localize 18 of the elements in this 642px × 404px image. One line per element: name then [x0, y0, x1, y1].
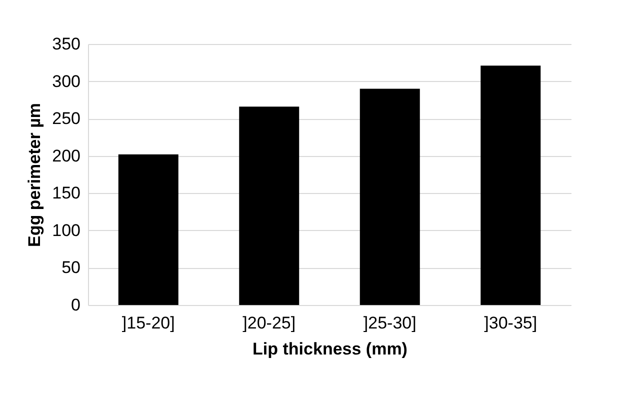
y-tick-label: 150	[52, 184, 80, 203]
y-tick-label: 100	[52, 220, 80, 240]
y-tick-label: 0	[71, 296, 80, 314]
bar	[118, 154, 178, 305]
y-tick-label: 300	[52, 72, 80, 91]
y-tick-label: 350	[52, 34, 80, 54]
y-axis-title: Egg perimeter µm	[25, 103, 44, 247]
bar	[480, 66, 541, 305]
x-tick-label: ]15-20]	[122, 314, 175, 332]
y-tick-label: 200	[52, 146, 80, 166]
bar	[360, 88, 420, 305]
x-tick-label: ]25-30]	[363, 314, 416, 332]
x-axis-title: Lip thickness (mm)	[252, 340, 408, 358]
y-tick-label: 50	[62, 258, 80, 278]
y-tick-label: 250	[52, 109, 80, 128]
bar	[239, 106, 300, 305]
x-tick-label: ]30-35]	[484, 314, 538, 332]
x-tick-label: ]20-25]	[242, 314, 296, 332]
